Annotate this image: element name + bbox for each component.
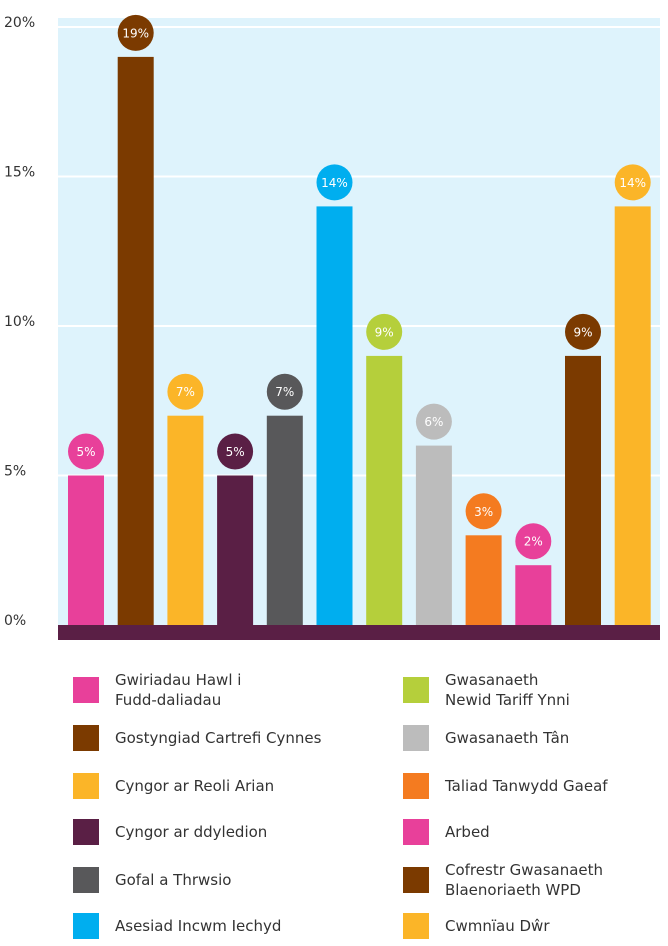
value-badge xyxy=(415,403,452,440)
y-tick-label: 5% xyxy=(4,464,26,480)
legend-label: Gwiriadau Hawl i Fudd-daliadau xyxy=(115,671,242,709)
value-badge xyxy=(117,14,154,51)
legend-item: Gwiriadau Hawl i Fudd-daliadau xyxy=(73,670,241,710)
legend-swatch xyxy=(403,773,429,799)
legend-swatch xyxy=(403,819,429,845)
value-label: 7% xyxy=(176,385,195,399)
legend-label: Gostyngiad Cartrefi Cynnes xyxy=(115,729,322,747)
bar xyxy=(415,445,452,625)
value-label: 9% xyxy=(375,325,394,339)
bar xyxy=(366,355,403,625)
legend-label: Gofal a Thrwsio xyxy=(115,871,232,889)
legend-item: Gofal a Thrwsio xyxy=(73,860,231,900)
legend-swatch xyxy=(73,819,99,845)
legend-swatch xyxy=(403,677,429,703)
legend-item: Gwasanaeth Newid Tariff Ynni xyxy=(403,670,570,710)
value-label: 5% xyxy=(76,445,95,459)
value-badge xyxy=(465,493,502,530)
legend-label: Gwasanaeth Tân xyxy=(445,729,570,747)
legend-item: Cwmnïau Dŵr xyxy=(403,906,549,946)
legend-label: Cyngor ar ddyledion xyxy=(115,823,268,841)
legend-item: Gwasanaeth Tân xyxy=(403,718,569,758)
value-badge xyxy=(316,164,353,201)
legend-swatch xyxy=(73,867,99,893)
value-badge xyxy=(68,433,104,470)
value-badge xyxy=(515,523,552,560)
value-badge xyxy=(167,373,204,410)
legend-item: Cofrestr Gwasanaeth Blaenoriaeth WPD xyxy=(403,860,603,900)
chart: 0% 5% 10% 15% 20% 5% 19% 7% 5% 7% 14% 9% 6% 3% 2% 9% 14% xyxy=(4,14,660,640)
legend-item: Gostyngiad Cartrefi Cynnes xyxy=(73,718,321,758)
legend-swatch xyxy=(73,913,99,939)
legend-swatch xyxy=(403,867,429,893)
legend-swatch xyxy=(403,725,429,751)
legend-item: Taliad Tanwydd Gaeaf xyxy=(403,766,608,806)
legend-label: Cyngor ar Reoli Arian xyxy=(115,777,275,795)
value-label: 9% xyxy=(573,325,592,339)
y-tick-label: 10% xyxy=(4,314,35,330)
value-label: 2% xyxy=(524,535,543,549)
value-label: 6% xyxy=(424,415,443,429)
legend-label: Cofrestr Gwasanaeth Blaenoriaeth WPD xyxy=(445,861,604,899)
value-label: 3% xyxy=(474,505,493,519)
y-tick-label: 20% xyxy=(4,15,35,31)
legend-label: Gwasanaeth Newid Tariff Ynni xyxy=(445,671,570,709)
value-badge xyxy=(217,433,254,470)
bar xyxy=(68,475,104,625)
value-badge xyxy=(565,313,601,350)
value-badge xyxy=(366,313,403,350)
legend-label: Asesiad Incwm Iechyd xyxy=(115,917,282,935)
bar xyxy=(316,206,353,625)
bar xyxy=(117,56,154,625)
legend-label: Taliad Tanwydd Gaeaf xyxy=(445,777,608,795)
bar xyxy=(565,355,601,625)
legend-swatch xyxy=(403,913,429,939)
bar xyxy=(515,565,552,625)
value-badge xyxy=(266,373,303,410)
legend-label: Arbed xyxy=(445,823,490,841)
legend-item: Cyngor ar ddyledion xyxy=(73,812,267,852)
legend-swatch xyxy=(73,677,99,703)
baseline-band xyxy=(58,625,660,640)
legend-item: Asesiad Incwm Iechyd xyxy=(73,906,281,946)
legend-item: Cyngor ar Reoli Arian xyxy=(73,766,274,806)
legend-item: Arbed xyxy=(403,812,490,852)
plot-background xyxy=(58,18,660,625)
legend-label: Cwmnïau Dŵr xyxy=(445,917,550,935)
value-label: 7% xyxy=(275,385,294,399)
legend-swatch xyxy=(73,773,99,799)
value-label: 19% xyxy=(122,26,149,40)
bar xyxy=(465,535,502,625)
bar xyxy=(167,415,204,625)
bar xyxy=(266,415,303,625)
value-badge xyxy=(614,164,651,201)
y-tick-label: 0% xyxy=(4,613,26,629)
legend-swatch xyxy=(73,725,99,751)
value-label: 14% xyxy=(619,176,646,190)
bar xyxy=(217,475,254,625)
value-label: 14% xyxy=(321,176,348,190)
y-tick-label: 15% xyxy=(4,165,35,181)
value-label: 5% xyxy=(226,445,245,459)
bar xyxy=(614,206,651,625)
